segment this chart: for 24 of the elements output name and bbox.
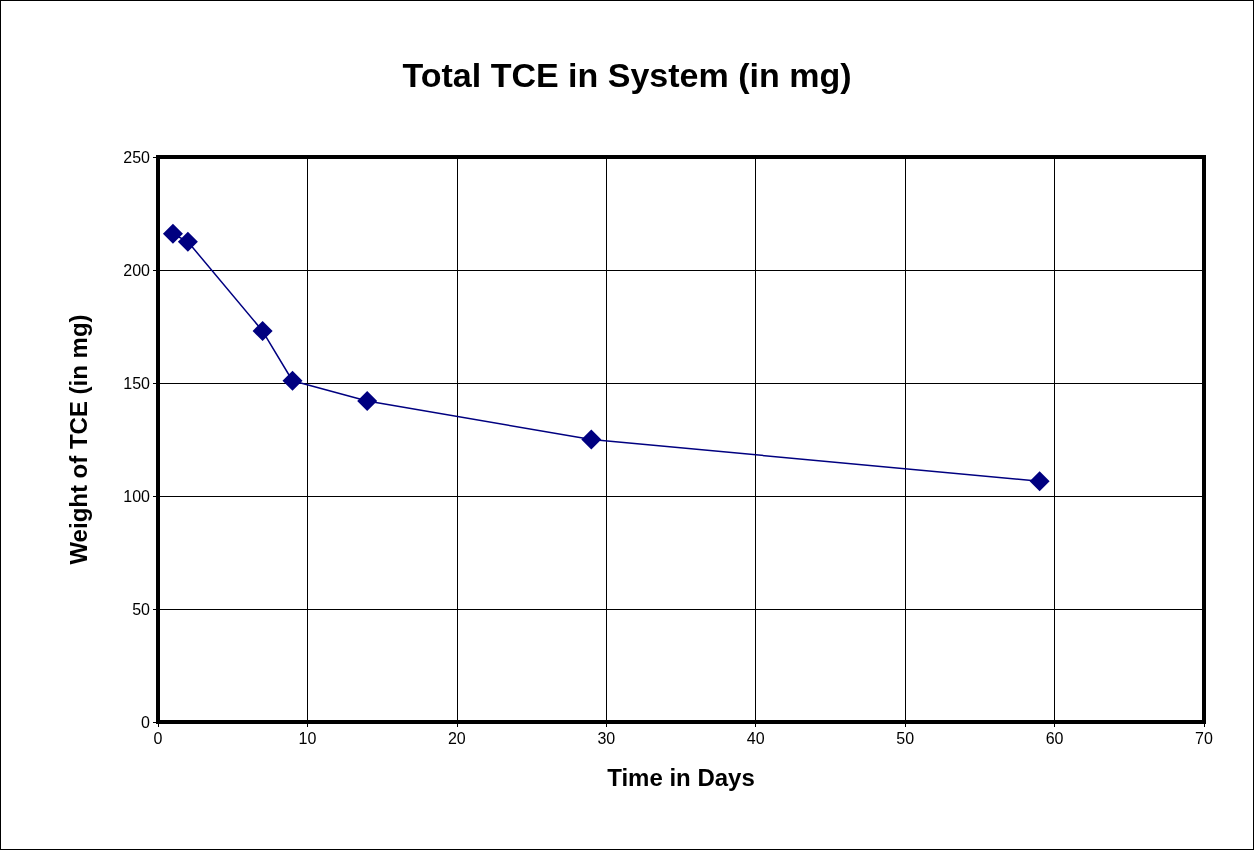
y-tick-label: 0 [141, 713, 151, 731]
x-tick-label: 0 [153, 729, 163, 747]
y-tick-label: 250 [123, 148, 151, 166]
y-axis-title: Weight of TCE (in mg) [64, 314, 92, 565]
x-tick-label: 20 [447, 729, 466, 747]
y-tick-label: 50 [132, 600, 151, 618]
point [282, 370, 303, 391]
x-tick-label: 50 [896, 729, 915, 747]
point [1029, 471, 1050, 492]
x-axis-title: Time in Days [607, 763, 755, 791]
point [581, 429, 602, 450]
x-tick-label: 60 [1045, 729, 1064, 747]
point [177, 231, 198, 252]
x-tick-label: 30 [597, 729, 616, 747]
chart-title: Total TCE in System (in mg) [402, 56, 852, 94]
y-tick-label: 150 [123, 374, 151, 392]
x-tick-label: 70 [1195, 729, 1213, 747]
point [357, 391, 378, 412]
point [252, 321, 273, 342]
y-tick-label: 100 [123, 487, 151, 505]
x-tick-label: 10 [298, 729, 317, 747]
y-tick-label: 200 [123, 261, 151, 279]
point [162, 223, 183, 244]
x-tick-label: 40 [746, 729, 765, 747]
